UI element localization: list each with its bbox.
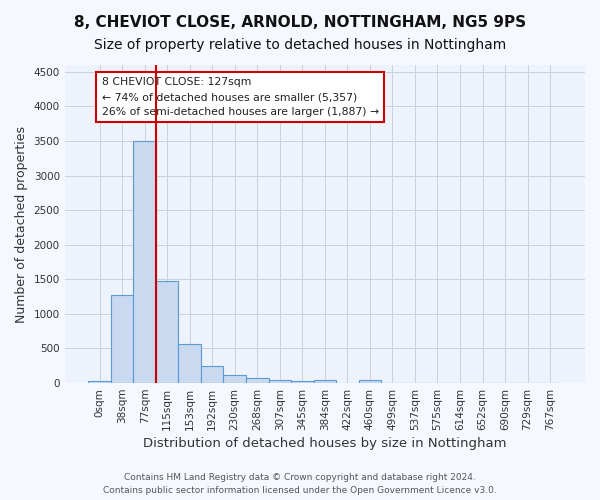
- X-axis label: Distribution of detached houses by size in Nottingham: Distribution of detached houses by size …: [143, 437, 506, 450]
- Bar: [223, 375, 246, 383]
- Bar: [246, 378, 269, 383]
- Bar: [133, 141, 156, 383]
- Bar: [201, 366, 223, 383]
- Text: 8 CHEVIOT CLOSE: 127sqm
← 74% of detached houses are smaller (5,357)
26% of semi: 8 CHEVIOT CLOSE: 127sqm ← 74% of detache…: [102, 78, 379, 117]
- Bar: [269, 380, 291, 383]
- Text: 8, CHEVIOT CLOSE, ARNOLD, NOTTINGHAM, NG5 9PS: 8, CHEVIOT CLOSE, ARNOLD, NOTTINGHAM, NG…: [74, 15, 526, 30]
- Text: Size of property relative to detached houses in Nottingham: Size of property relative to detached ho…: [94, 38, 506, 52]
- Text: Contains HM Land Registry data © Crown copyright and database right 2024.
Contai: Contains HM Land Registry data © Crown c…: [103, 474, 497, 495]
- Bar: [314, 380, 336, 383]
- Bar: [88, 381, 111, 383]
- Bar: [178, 344, 201, 383]
- Y-axis label: Number of detached properties: Number of detached properties: [15, 126, 28, 322]
- Bar: [156, 280, 178, 383]
- Bar: [111, 296, 133, 383]
- Bar: [359, 380, 381, 383]
- Bar: [291, 382, 314, 383]
